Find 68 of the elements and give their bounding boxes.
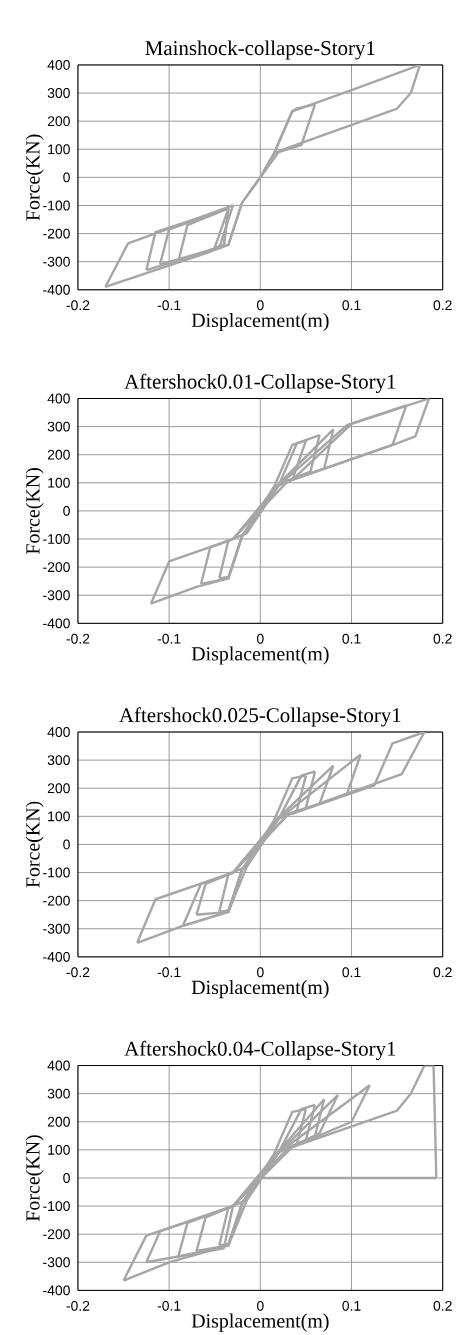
y-tick-label: -200 — [43, 1229, 71, 1240]
x-tick-label: -0.2 — [66, 967, 90, 978]
y-tick-label: -400 — [43, 618, 71, 629]
x-tick-label: -0.2 — [66, 1300, 90, 1311]
y-tick-label: 100 — [48, 1144, 71, 1155]
y-tick-label: 300 — [47, 421, 71, 432]
x-tick-label: -0.1 — [157, 300, 181, 311]
y-tick-label: 0 — [63, 839, 71, 850]
x-axis-title: Displacement(m) — [191, 980, 329, 999]
y-tick-label: 200 — [48, 783, 71, 794]
y-tick-label: -100 — [43, 1201, 71, 1212]
y-axis-title: Force(KN) — [25, 801, 44, 888]
y-tick-label: -400 — [43, 951, 71, 962]
y-tick-label: -300 — [43, 256, 71, 267]
x-tick-label: -0.1 — [157, 967, 181, 978]
y-tick-label: -100 — [43, 867, 71, 878]
x-tick-label: -0.2 — [66, 300, 90, 311]
x-tick-label: 0.2 — [433, 633, 452, 644]
y-tick-label: 400 — [47, 1060, 71, 1071]
y-tick-label: 200 — [48, 116, 71, 127]
y-tick-label: -300 — [43, 923, 71, 934]
x-tick-label: 0 — [257, 633, 264, 644]
chart-title: Aftershock0.025-Collapse-Story1 — [119, 707, 401, 727]
y-tick-label: 0 — [63, 505, 71, 516]
y-tick-label: -400 — [43, 284, 71, 295]
y-tick-label: 400 — [47, 727, 71, 737]
chart-title: Aftershock0.01-Collapse-Story1 — [124, 373, 396, 393]
chart-title: Mainshock-collapse-Story1 — [145, 40, 375, 60]
x-tick-label: 0.1 — [342, 1300, 361, 1311]
x-tick-label: -0.1 — [157, 1300, 181, 1311]
x-tick-label: 0.2 — [433, 300, 452, 311]
y-tick-label: 200 — [48, 449, 71, 460]
y-tick-label: 100 — [48, 477, 71, 488]
y-tick-label: -100 — [43, 534, 71, 544]
y-tick-label: 400 — [47, 60, 71, 70]
y-axis-title: Force(KN) — [25, 134, 44, 221]
y-tick-label: 400 — [47, 393, 71, 404]
x-axis-title: Displacement(m) — [191, 646, 329, 665]
x-tick-label: 0.2 — [433, 967, 452, 978]
y-tick-label: -200 — [43, 895, 71, 906]
y-axis-title: Force(KN) — [25, 468, 44, 555]
y-tick-label: -100 — [43, 200, 71, 211]
x-axis-title: Displacement(m) — [191, 1313, 329, 1332]
x-tick-label: 0 — [257, 300, 264, 311]
chart-title: Aftershock0.04-Collapse-Story1 — [124, 1040, 396, 1061]
y-tick-label: -300 — [43, 1257, 71, 1268]
y-tick-label: -300 — [43, 590, 71, 601]
y-axis-title: Force(KN) — [25, 1135, 44, 1222]
y-tick-label: -200 — [43, 562, 71, 573]
x-tick-label: 0.1 — [342, 967, 361, 978]
y-tick-label: 0 — [63, 172, 71, 183]
x-tick-label: 0.1 — [342, 633, 361, 644]
x-axis-title: Displacement(m) — [191, 313, 329, 332]
y-tick-label: -200 — [43, 228, 71, 239]
x-tick-label: 0.2 — [433, 1300, 452, 1311]
y-tick-label: 100 — [48, 144, 71, 155]
x-tick-label: -0.2 — [66, 633, 90, 644]
y-tick-label: 300 — [47, 755, 71, 766]
x-tick-label: 0 — [257, 1300, 264, 1311]
y-tick-label: 100 — [48, 811, 71, 822]
x-tick-label: 0 — [257, 967, 264, 978]
x-tick-label: -0.1 — [157, 633, 181, 644]
y-tick-label: 200 — [48, 1116, 71, 1127]
y-tick-label: 300 — [47, 88, 71, 98]
y-tick-label: 0 — [63, 1173, 71, 1183]
y-tick-label: 300 — [47, 1088, 71, 1099]
x-tick-label: 0.1 — [342, 300, 361, 311]
y-tick-label: -400 — [43, 1285, 71, 1296]
